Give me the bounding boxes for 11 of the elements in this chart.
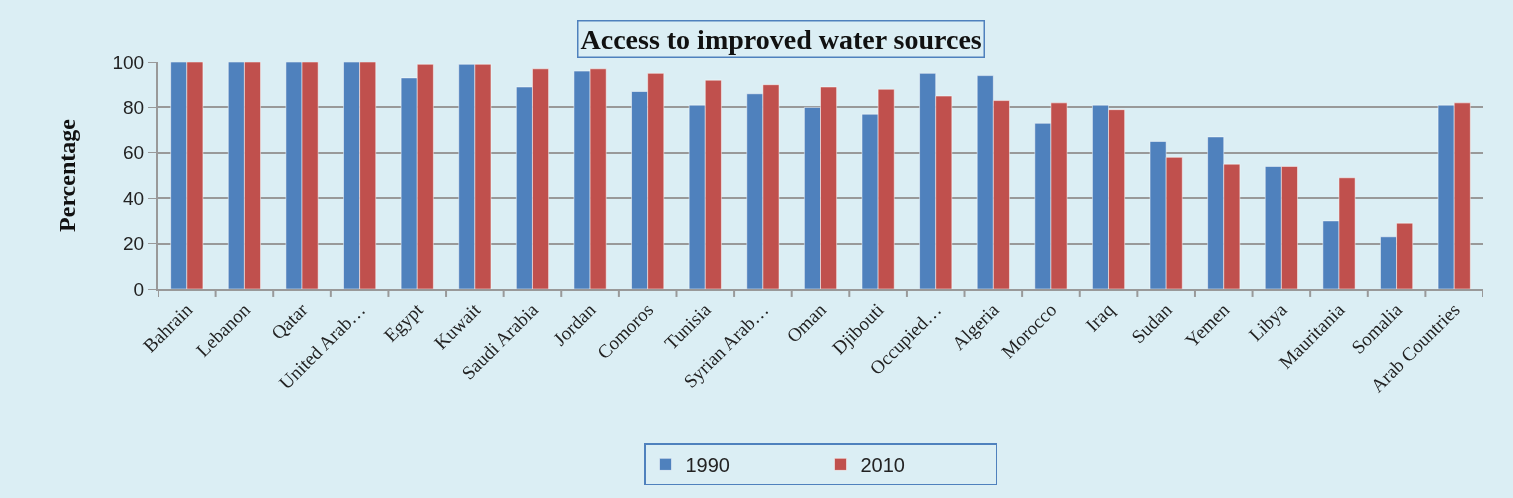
legend-label: 2010 <box>860 454 905 477</box>
y-tick-label: 40 <box>123 187 145 209</box>
y-tick-label: 0 <box>133 278 145 300</box>
y-tick-label: 80 <box>123 97 145 119</box>
y-tick-label: 20 <box>123 233 145 255</box>
y-tick-label: 100 <box>112 51 145 73</box>
y-tick-label: 60 <box>123 142 145 164</box>
y-axis-title: Percentage <box>54 118 81 232</box>
chart-title: Access to improved water sources <box>580 23 982 55</box>
x-tick-label: Iraq <box>1081 298 1119 336</box>
legend-label: 1990 <box>685 454 730 477</box>
